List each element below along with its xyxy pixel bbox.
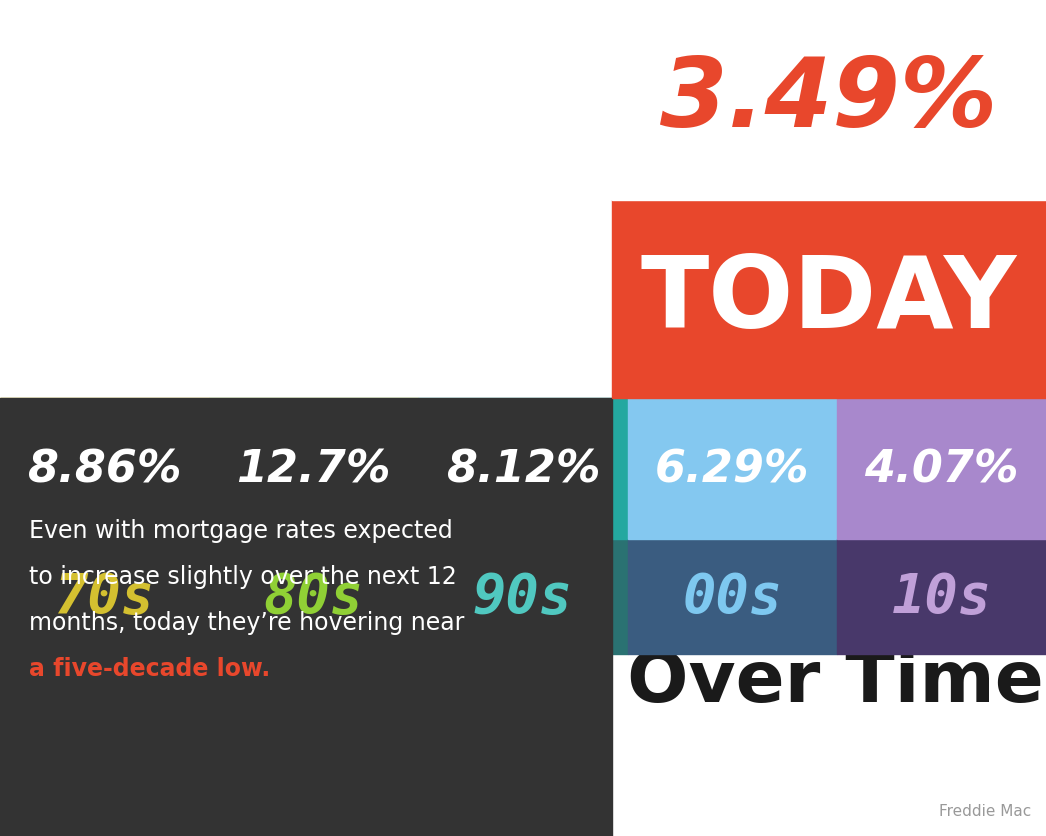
Text: to increase slightly over the next 12: to increase slightly over the next 12 xyxy=(29,564,457,589)
Bar xyxy=(0,399,612,836)
Bar xyxy=(837,399,1046,539)
Text: 3.49%: 3.49% xyxy=(660,54,998,147)
Text: 12.7%: 12.7% xyxy=(236,447,391,491)
Bar xyxy=(612,201,1046,399)
Bar xyxy=(837,539,1046,654)
Bar xyxy=(612,0,1046,201)
Text: 6.29%: 6.29% xyxy=(655,447,810,491)
Text: 90s: 90s xyxy=(473,570,573,623)
Text: TODAY: TODAY xyxy=(641,252,1017,348)
Text: 10s: 10s xyxy=(891,570,992,623)
Text: 80s: 80s xyxy=(264,570,364,623)
Text: 8.86%: 8.86% xyxy=(27,447,182,491)
Text: 4.07%: 4.07% xyxy=(864,447,1019,491)
Text: 70s: 70s xyxy=(54,570,155,623)
Bar xyxy=(209,539,418,654)
Text: 8.12%: 8.12% xyxy=(446,447,600,491)
Bar xyxy=(0,399,209,539)
Text: a five-decade low.: a five-decade low. xyxy=(29,656,271,681)
Bar xyxy=(0,539,209,654)
Bar xyxy=(418,399,628,539)
Bar xyxy=(0,0,1046,654)
Text: Interest Rates Over Time: Interest Rates Over Time xyxy=(22,647,1044,716)
Bar xyxy=(628,399,837,539)
Text: months, today they’re hovering near: months, today they’re hovering near xyxy=(29,610,464,635)
Text: Even with mortgage rates expected: Even with mortgage rates expected xyxy=(29,518,453,543)
Bar xyxy=(209,399,418,539)
Bar xyxy=(628,539,837,654)
Text: 00s: 00s xyxy=(682,570,782,623)
Bar xyxy=(418,539,628,654)
Text: Freddie Mac: Freddie Mac xyxy=(938,803,1031,818)
